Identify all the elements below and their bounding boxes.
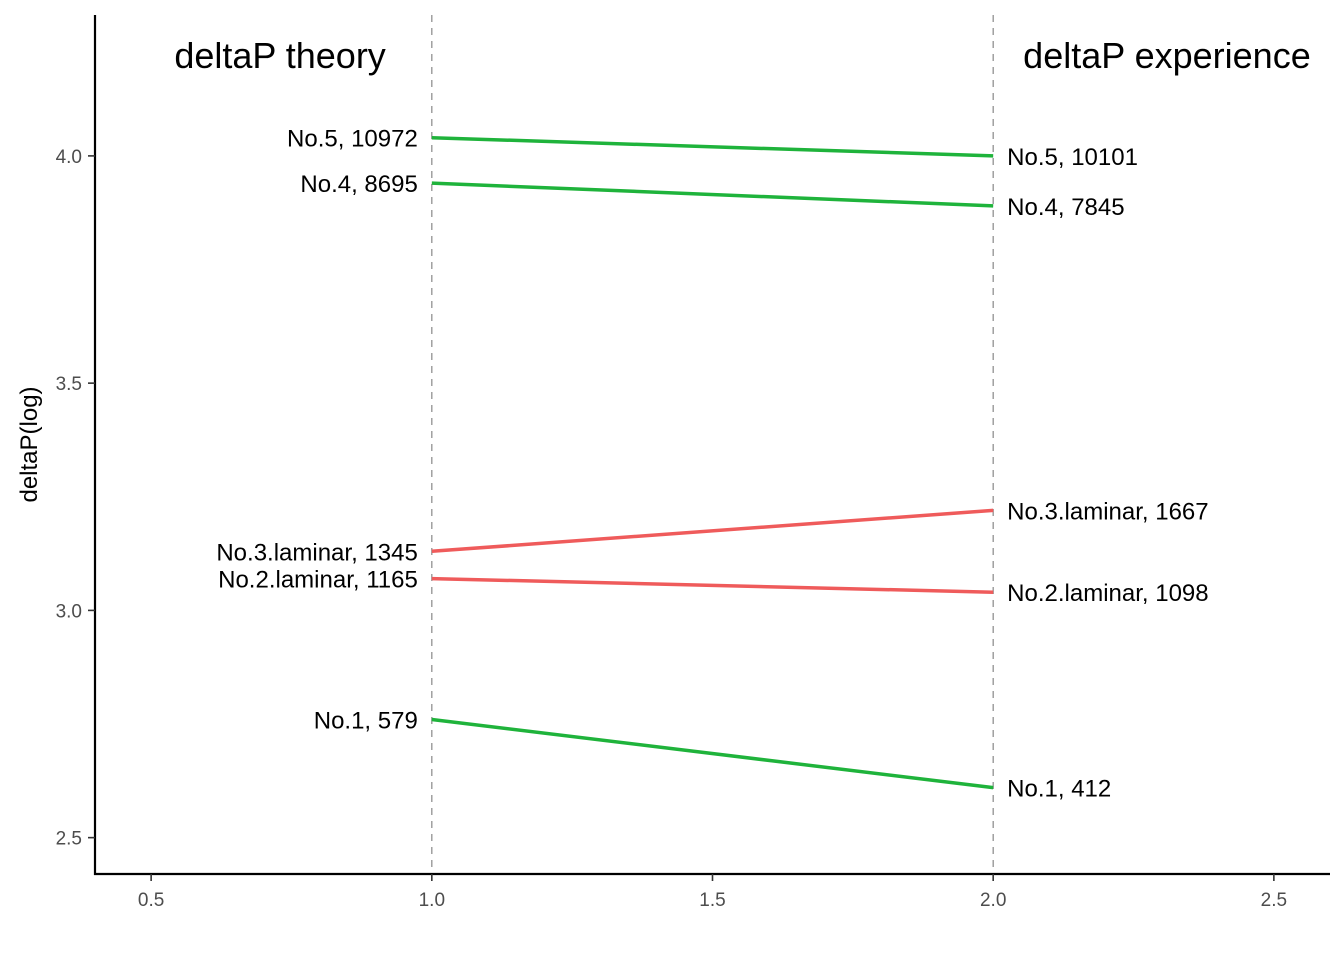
- x-tick-label: 2.0: [980, 890, 1006, 911]
- header-theory: deltaP theory: [174, 35, 385, 76]
- series-line-3: [431, 576, 994, 594]
- y-axis-title: deltaP(log): [16, 386, 43, 502]
- x-tick-label: 1.5: [699, 890, 725, 911]
- right-label-4: No.1, 412: [1007, 776, 1111, 803]
- x-tick-label: 0.5: [138, 890, 164, 911]
- header-experience: deltaP experience: [1023, 35, 1311, 76]
- right-label-1: No.4, 7845: [1007, 194, 1124, 221]
- series-line-1: [431, 181, 994, 208]
- y-tick-label: 4.0: [56, 147, 82, 168]
- axes: 2.5 3.0 3.5 4.0 0.5 1.0 1.5 2.0 2.5 deltaP(log): [16, 15, 1330, 911]
- reference-lines: [431, 15, 994, 874]
- y-tick-label: 3.5: [56, 374, 82, 395]
- point-labels: No.5, 10972 No.5, 10101 No.4, 8695 No.4, 78…: [216, 126, 1208, 803]
- right-label-2: No.3.laminar, 1667: [1007, 498, 1208, 525]
- left-label-3: No.2.laminar, 1165: [218, 567, 418, 594]
- x-tick-label: 1.0: [419, 890, 445, 911]
- x-tick-label: 2.5: [1261, 890, 1287, 911]
- series-line-0: [431, 135, 994, 158]
- y-tick-label: 3.0: [56, 601, 82, 622]
- series-lines: [431, 135, 994, 790]
- y-tick-label: 2.5: [56, 829, 82, 850]
- left-label-4: No.1, 579: [314, 707, 418, 734]
- left-label-1: No.4, 8695: [300, 171, 417, 198]
- left-label-0: No.5, 10972: [287, 126, 418, 153]
- series-line-4: [431, 717, 994, 790]
- left-label-2: No.3.laminar, 1345: [216, 539, 417, 566]
- column-headers: deltaP theory deltaP experience: [174, 35, 1310, 76]
- right-label-3: No.2.laminar, 1098: [1007, 580, 1208, 607]
- series-line-2: [431, 508, 994, 554]
- right-label-0: No.5, 10101: [1007, 144, 1138, 171]
